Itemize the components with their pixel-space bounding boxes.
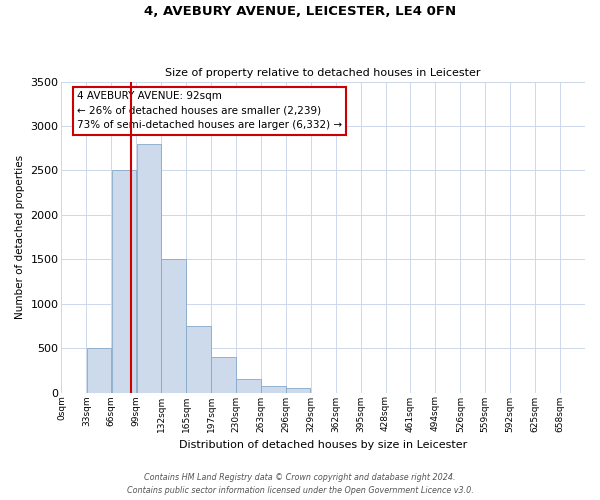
Bar [86, 348, 111, 393]
Bar [161, 259, 186, 392]
Bar [211, 357, 236, 392]
Bar [187, 326, 211, 392]
Bar [137, 144, 161, 392]
X-axis label: Distribution of detached houses by size in Leicester: Distribution of detached houses by size … [179, 440, 467, 450]
Text: 4 AVEBURY AVENUE: 92sqm
← 26% of detached houses are smaller (2,239)
73% of semi: 4 AVEBURY AVENUE: 92sqm ← 26% of detache… [77, 91, 342, 130]
Bar [286, 388, 310, 392]
Bar [236, 379, 260, 392]
Text: Contains HM Land Registry data © Crown copyright and database right 2024.
Contai: Contains HM Land Registry data © Crown c… [127, 474, 473, 495]
Text: 4, AVEBURY AVENUE, LEICESTER, LE4 0FN: 4, AVEBURY AVENUE, LEICESTER, LE4 0FN [144, 5, 456, 18]
Bar [261, 386, 286, 392]
Bar [112, 170, 136, 392]
Y-axis label: Number of detached properties: Number of detached properties [15, 155, 25, 319]
Title: Size of property relative to detached houses in Leicester: Size of property relative to detached ho… [166, 68, 481, 78]
